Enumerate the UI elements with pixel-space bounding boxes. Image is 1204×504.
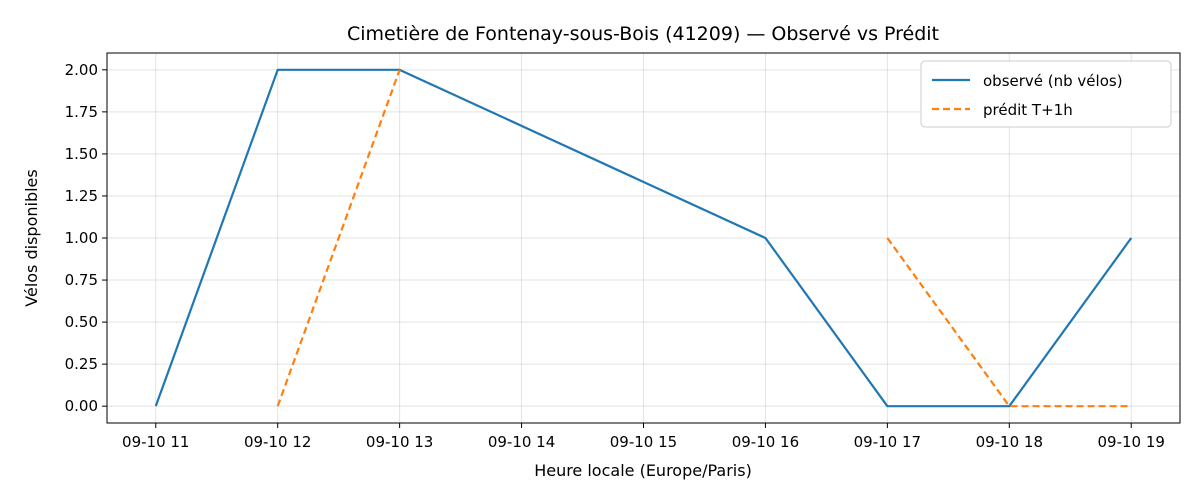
x-tick-label: 09-10 19: [1098, 433, 1165, 451]
series-line-predit-segment-1: [886, 237, 1132, 408]
x-tick-label: 09-10 18: [976, 433, 1043, 451]
grid: [107, 53, 1180, 423]
y-axis: 0.00 0.25 0.50 0.75 1.00 1.25 1.50 1.75 2.00: [65, 61, 107, 415]
series-line-predit-segment-0: [276, 69, 401, 407]
legend-label-predit: prédit T+1h: [983, 101, 1073, 119]
x-tick-label: 09-10 12: [244, 433, 311, 451]
chart-title: Cimetière de Fontenay-sous-Bois (41209) …: [347, 23, 939, 45]
y-tick-label: 1.75: [65, 103, 98, 121]
y-tick-label: 0.50: [65, 313, 98, 331]
y-tick-label: 1.25: [65, 187, 98, 205]
legend-box: [920, 60, 1172, 128]
x-tick-label: 09-10 13: [366, 433, 433, 451]
x-axis-label: Heure locale (Europe/Paris): [534, 461, 752, 480]
x-tick-label: 09-10 15: [610, 433, 677, 451]
x-tick-label: 09-10 11: [122, 433, 189, 451]
y-tick-label: 1.50: [65, 145, 98, 163]
legend: observé (nb vélos) prédit T+1h: [920, 60, 1172, 128]
x-tick-label: 09-10 17: [854, 433, 921, 451]
x-axis: 09-10 11 09-10 12 09-10 13 09-10 14 09-10 15…: [122, 423, 1165, 451]
y-tick-label: 0.75: [65, 271, 98, 289]
y-tick-label: 0.00: [65, 397, 98, 415]
series-line-observe: [154, 68, 1133, 408]
legend-label-observe: observé (nb vélos): [983, 72, 1123, 90]
series-lines: [154, 68, 1133, 408]
y-tick-label: 2.00: [65, 61, 98, 79]
x-tick-label: 09-10 14: [488, 433, 555, 451]
y-tick-label: 1.00: [65, 229, 98, 247]
x-tick-label: 09-10 16: [732, 433, 799, 451]
y-axis-label: Vélos disponibles: [22, 169, 41, 306]
y-tick-label: 0.25: [65, 355, 98, 373]
